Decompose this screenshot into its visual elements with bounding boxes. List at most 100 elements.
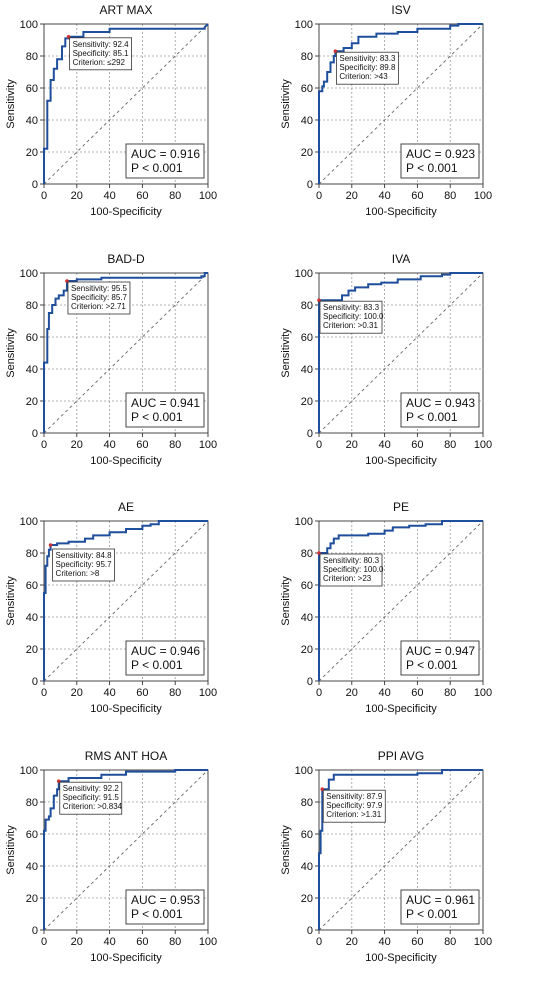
x-tick-label: 40 bbox=[378, 687, 390, 699]
auc-value: AUC = 0.923 bbox=[406, 147, 475, 161]
criterion-box bbox=[319, 553, 383, 587]
y-tick-label: 40 bbox=[301, 861, 313, 873]
x-tick-label: 40 bbox=[103, 687, 115, 699]
y-tick-label: 40 bbox=[26, 115, 38, 127]
y-tick-label: 0 bbox=[32, 676, 38, 688]
criterion-sensitivity: Sensitivity: 80.3 bbox=[323, 556, 380, 565]
criterion-sensitivity: Sensitivity: 92.2 bbox=[63, 784, 120, 793]
criterion-box bbox=[319, 300, 383, 334]
auc-value: AUC = 0.953 bbox=[131, 893, 200, 907]
auc-box bbox=[400, 392, 480, 428]
roc-chart-svg: RMS ANT HOA 0 20 40 60 80 100 0 20 40 60 80 100 100-S… bbox=[5, 749, 217, 964]
y-tick-label: 60 bbox=[26, 83, 38, 95]
criterion-sensitivity: Sensitivity: 84.8 bbox=[56, 551, 113, 560]
auc-value: AUC = 0.916 bbox=[131, 147, 200, 161]
reference-diagonal bbox=[43, 769, 209, 931]
roc-curve bbox=[43, 769, 208, 930]
x-tick-label: 80 bbox=[444, 439, 456, 451]
criterion-value: Criterion: >8 bbox=[56, 569, 100, 578]
p-value: P < 0.001 bbox=[406, 658, 458, 672]
criterion-sensitivity: Sensitivity: 95.5 bbox=[71, 284, 128, 293]
y-tick-label: 40 bbox=[26, 861, 38, 873]
reference-diagonal bbox=[43, 23, 209, 185]
x-tick-label: 60 bbox=[136, 190, 148, 202]
x-tick-label: 80 bbox=[169, 439, 181, 451]
x-tick-label: 20 bbox=[71, 936, 83, 948]
x-tick-label: 60 bbox=[411, 190, 423, 202]
reference-diagonal bbox=[318, 769, 484, 931]
x-tick-label: 0 bbox=[316, 439, 322, 451]
y-tick-label: 20 bbox=[26, 147, 38, 159]
criterion-box bbox=[69, 37, 132, 71]
p-value: P < 0.001 bbox=[131, 410, 183, 424]
auc-box bbox=[400, 640, 480, 676]
chart-title: PE bbox=[393, 500, 409, 514]
roc-chart-svg: PPI AVG 0 20 40 60 80 100 0 20 40 60 80 100 100-Speci… bbox=[280, 749, 492, 964]
x-tick-label: 40 bbox=[103, 439, 115, 451]
y-tick-label: 40 bbox=[26, 364, 38, 376]
x-tick-label: 100 bbox=[474, 936, 492, 948]
y-tick-label: 0 bbox=[307, 428, 313, 440]
y-tick-label: 0 bbox=[307, 676, 313, 688]
y-axis-label: Sensitivity bbox=[280, 328, 292, 378]
y-axis-label: Sensitivity bbox=[280, 79, 292, 129]
x-axis-label: 100-Specificity bbox=[90, 703, 162, 715]
x-tick-label: 80 bbox=[444, 936, 456, 948]
x-tick-label: 20 bbox=[346, 687, 358, 699]
y-tick-label: 60 bbox=[301, 829, 313, 841]
plot-frame bbox=[43, 23, 209, 185]
criterion-value: Criterion: >0.834 bbox=[63, 802, 123, 811]
x-tick-label: 40 bbox=[378, 439, 390, 451]
roc-chart-svg: ISV 0 20 40 60 80 100 0 20 40 60 80 100 100-Specifici… bbox=[280, 3, 492, 218]
x-tick-label: 100 bbox=[199, 439, 217, 451]
x-axis-label: 100-Specificity bbox=[365, 206, 437, 218]
x-tick-label: 100 bbox=[474, 190, 492, 202]
x-axis-label: 100-Specificity bbox=[90, 206, 162, 218]
criterion-box bbox=[336, 51, 399, 85]
p-value: P < 0.001 bbox=[131, 907, 183, 921]
x-tick-label: 20 bbox=[346, 439, 358, 451]
y-tick-label: 20 bbox=[26, 396, 38, 408]
x-tick-label: 0 bbox=[316, 687, 322, 699]
x-axis-label: 100-Specificity bbox=[90, 952, 162, 964]
y-tick-label: 20 bbox=[26, 644, 38, 656]
x-tick-label: 80 bbox=[169, 936, 181, 948]
roc-chart-svg: IVA 0 20 40 60 80 100 0 20 40 60 80 100 100-Specifici… bbox=[280, 252, 492, 467]
p-value: P < 0.001 bbox=[406, 410, 458, 424]
x-tick-label: 40 bbox=[103, 936, 115, 948]
roc-chart-svg: BAD-D 0 20 40 60 80 100 0 20 40 60 80 100 100-Specifi… bbox=[5, 252, 217, 467]
p-value: P < 0.001 bbox=[406, 907, 458, 921]
y-tick-label: 60 bbox=[26, 580, 38, 592]
auc-value: AUC = 0.946 bbox=[131, 644, 200, 658]
chart-title: PPI AVG bbox=[378, 749, 424, 763]
criterion-specificity: Specificity: 95.7 bbox=[56, 560, 113, 569]
y-tick-label: 60 bbox=[26, 829, 38, 841]
x-tick-label: 60 bbox=[136, 936, 148, 948]
y-tick-label: 100 bbox=[295, 268, 313, 280]
criterion-specificity: Specificity: 91.5 bbox=[63, 793, 120, 802]
roc-panel: PPI AVG 0 20 40 60 80 100 0 20 40 60 80 100 100-Speci… bbox=[275, 746, 550, 990]
x-tick-label: 0 bbox=[316, 190, 322, 202]
criterion-box bbox=[322, 789, 386, 823]
x-tick-label: 0 bbox=[41, 687, 47, 699]
roc-panel: IVA 0 20 40 60 80 100 0 20 40 60 80 100 100-Specifici… bbox=[275, 249, 550, 493]
x-axis-label: 100-Specificity bbox=[90, 455, 162, 467]
y-tick-label: 0 bbox=[32, 428, 38, 440]
reference-diagonal bbox=[43, 520, 209, 682]
x-tick-label: 80 bbox=[444, 687, 456, 699]
y-tick-label: 60 bbox=[301, 332, 313, 344]
x-tick-label: 100 bbox=[199, 190, 217, 202]
x-axis-label: 100-Specificity bbox=[365, 455, 437, 467]
y-axis-label: Sensitivity bbox=[280, 825, 292, 875]
x-tick-label: 20 bbox=[71, 439, 83, 451]
y-tick-label: 100 bbox=[295, 765, 313, 777]
chart-title: BAD-D bbox=[107, 252, 145, 266]
criterion-specificity: Specificity: 100.0 bbox=[323, 312, 384, 321]
x-tick-label: 40 bbox=[103, 190, 115, 202]
y-axis-label: Sensitivity bbox=[5, 79, 17, 129]
criterion-value: Criterion: >2.71 bbox=[71, 302, 126, 311]
y-tick-label: 80 bbox=[301, 548, 313, 560]
criterion-box bbox=[59, 781, 123, 815]
auc-box bbox=[400, 889, 480, 925]
y-tick-label: 100 bbox=[295, 19, 313, 31]
